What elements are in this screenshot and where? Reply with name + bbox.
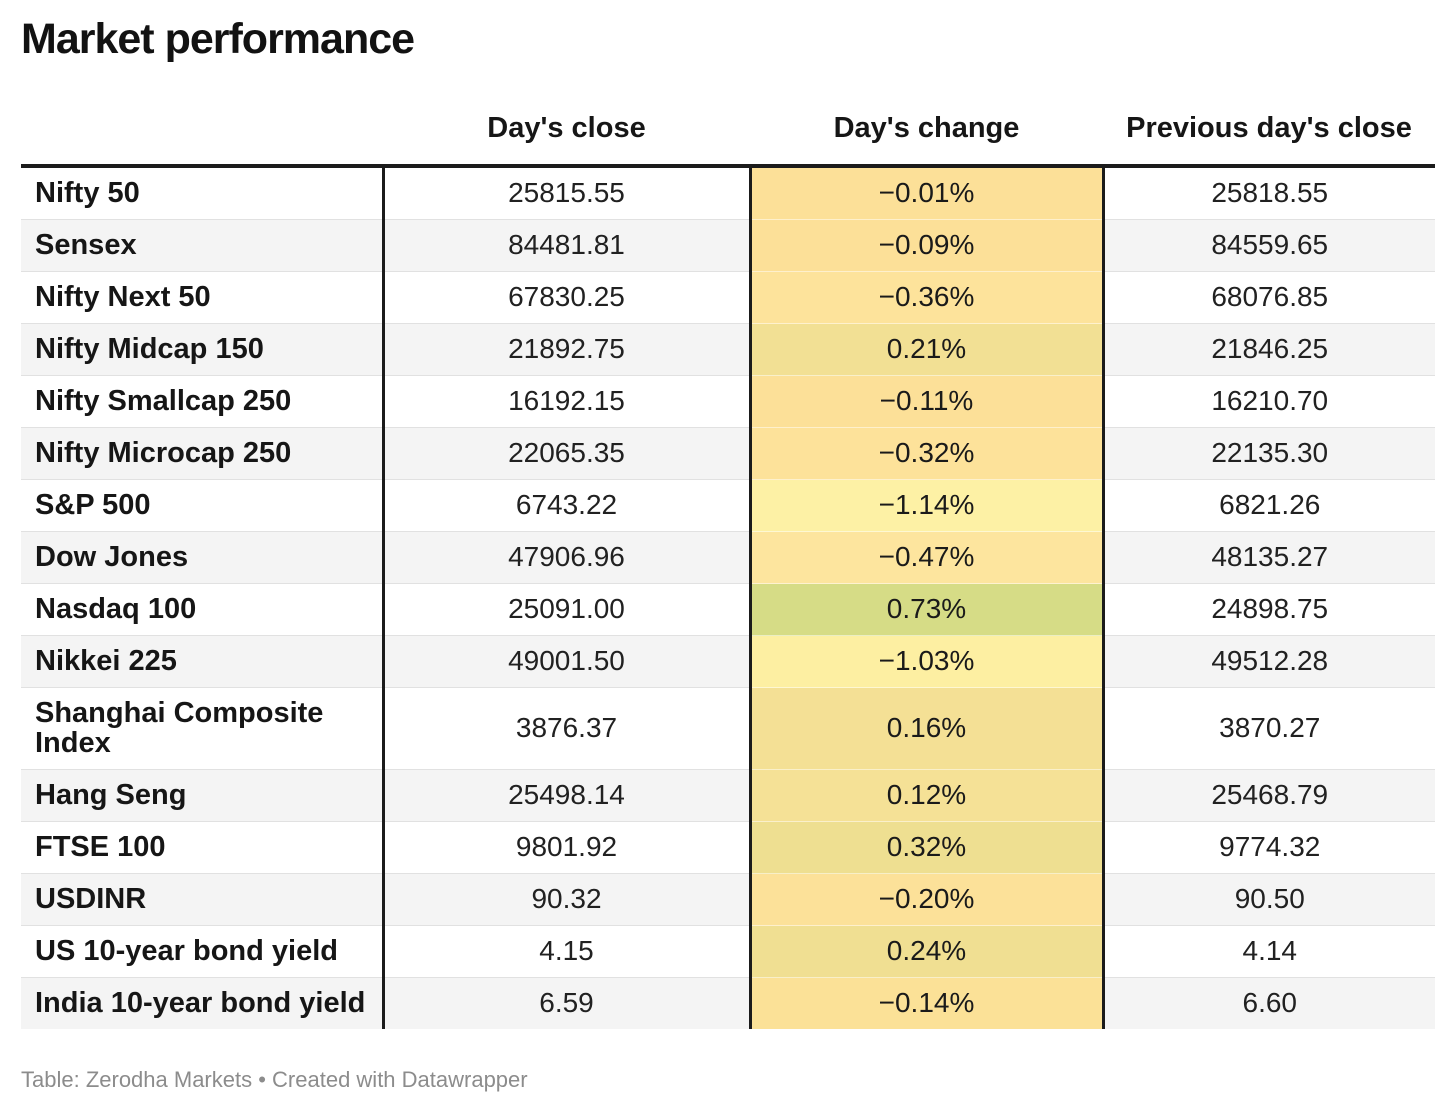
- datawrapper-table-page: Market performance Day's close Day's cha…: [0, 16, 1456, 1093]
- days-change-cell: 0.73%: [748, 583, 1103, 636]
- days-close-value: 47906.96: [381, 531, 750, 584]
- days-close-value: 3876.37: [381, 687, 750, 770]
- days-close-value: 25815.55: [381, 166, 750, 220]
- previous-close-value: 68076.85: [1101, 271, 1435, 324]
- table-row: Nifty Next 50 67830.25 −0.36% 68076.85: [21, 271, 1435, 324]
- table-row: USDINR 90.32 −0.20% 90.50: [21, 873, 1435, 926]
- days-close-value: 4.15: [381, 925, 750, 978]
- row-label: Sensex: [21, 219, 383, 272]
- row-label: Hang Seng: [21, 769, 383, 822]
- table-row: Nikkei 225 49001.50 −1.03% 49512.28: [21, 635, 1435, 688]
- row-label: Nifty Smallcap 250: [21, 375, 383, 428]
- days-close-value: 22065.35: [381, 427, 750, 480]
- days-close-value: 16192.15: [381, 375, 750, 428]
- table-row: Nifty Microcap 250 22065.35 −0.32% 22135.30: [21, 427, 1435, 480]
- previous-close-value: 22135.30: [1101, 427, 1435, 480]
- row-label: Nifty 50: [35, 177, 140, 209]
- row-label: Shanghai Composite Index: [21, 687, 383, 770]
- row-label: US 10-year bond yield: [21, 925, 383, 978]
- table-row: Sensex 84481.81 −0.09% 84559.65: [21, 219, 1435, 272]
- days-change-cell: −0.11%: [748, 375, 1103, 428]
- days-change-cell: −0.09%: [748, 219, 1103, 272]
- previous-close-value: 84559.65: [1101, 219, 1435, 272]
- footer-credit: Table: Zerodha Markets • Created with Da…: [21, 1067, 528, 1092]
- table-body: Nifty 50 25815.55 −0.01% 25818.55 Sensex 8448…: [21, 166, 1435, 1029]
- previous-close-value: 25468.79: [1101, 769, 1435, 822]
- previous-close-value: 3870.27: [1101, 687, 1435, 770]
- table-row: India 10-year bond yield 6.59 −0.14% 6.60: [21, 977, 1435, 1029]
- column-header-days-change: Day's change: [750, 112, 1103, 168]
- table-row: Nifty Smallcap 250 16192.15 −0.11% 16210.70: [21, 375, 1435, 428]
- previous-close-value: 6821.26: [1101, 479, 1435, 532]
- row-label: Nifty Microcap 250: [21, 427, 383, 480]
- days-change-cell: −0.01%: [748, 166, 1103, 220]
- table-row: Dow Jones 47906.96 −0.47% 48135.27: [21, 531, 1435, 584]
- days-close-value: 67830.25: [381, 271, 750, 324]
- previous-close-value: 16210.70: [1101, 375, 1435, 428]
- days-change-cell: −0.20%: [748, 873, 1103, 926]
- table-row: Nifty Midcap 150 21892.75 0.21% 21846.25: [21, 323, 1435, 376]
- days-change-cell: −1.03%: [748, 635, 1103, 688]
- header-row: Day's close Day's change Previous day's …: [21, 112, 1435, 168]
- days-change-cell: 0.16%: [748, 687, 1103, 770]
- table-row: FTSE 100 9801.92 0.32% 9774.32: [21, 821, 1435, 874]
- row-label: FTSE 100: [21, 821, 383, 874]
- days-change-cell: −0.32%: [748, 427, 1103, 480]
- row-label: Nifty Midcap 150: [21, 323, 383, 376]
- previous-close-value: 6.60: [1101, 977, 1435, 1029]
- previous-close-value: 9774.32: [1101, 821, 1435, 874]
- days-change-cell: −0.14%: [748, 977, 1103, 1029]
- table-row: US 10-year bond yield 4.15 0.24% 4.14: [21, 925, 1435, 978]
- previous-close-value: 90.50: [1101, 873, 1435, 926]
- column-header-previous-days-close: Previous day's close: [1103, 112, 1435, 168]
- table-row: S&P 500 6743.22 −1.14% 6821.26: [21, 479, 1435, 532]
- days-close-value: 6.59: [381, 977, 750, 1029]
- previous-close-value: 21846.25: [1101, 323, 1435, 376]
- row-label: USDINR: [21, 873, 383, 926]
- previous-close-value: 24898.75: [1101, 583, 1435, 636]
- days-change-cell: −0.36%: [748, 271, 1103, 324]
- previous-close-value: 25818.55: [1101, 166, 1435, 220]
- row-label: S&P 500: [21, 479, 383, 532]
- table-row: Nasdaq 100 25091.00 0.73% 24898.75: [21, 583, 1435, 636]
- market-performance-table: Day's close Day's change Previous day's …: [21, 112, 1435, 1029]
- previous-close-value: 4.14: [1101, 925, 1435, 978]
- days-close-value: 25091.00: [381, 583, 750, 636]
- column-header-days-close: Day's close: [383, 112, 750, 168]
- days-close-value: 6743.22: [381, 479, 750, 532]
- page-title: Market performance: [21, 15, 415, 63]
- row-label: Dow Jones: [21, 531, 383, 584]
- days-change-cell: −1.14%: [748, 479, 1103, 532]
- days-close-value: 49001.50: [381, 635, 750, 688]
- days-close-value: 90.32: [381, 873, 750, 926]
- days-change-cell: 0.32%: [748, 821, 1103, 874]
- days-change-cell: 0.12%: [748, 769, 1103, 822]
- row-label: Nikkei 225: [21, 635, 383, 688]
- days-close-value: 84481.81: [381, 219, 750, 272]
- row-label: India 10-year bond yield: [21, 977, 383, 1029]
- days-change-cell: 0.24%: [748, 925, 1103, 978]
- row-label: Nifty Next 50: [21, 271, 383, 324]
- days-close-value: 9801.92: [381, 821, 750, 874]
- table-row: Shanghai Composite Index 3876.37 0.16% 3870…: [21, 687, 1435, 770]
- table-row: Hang Seng 25498.14 0.12% 25468.79: [21, 769, 1435, 822]
- column-header-empty: [21, 112, 383, 168]
- table-row: Nifty 50 25815.55 −0.01% 25818.55: [21, 166, 1435, 220]
- previous-close-value: 49512.28: [1101, 635, 1435, 688]
- days-close-value: 21892.75: [381, 323, 750, 376]
- days-change-cell: −0.47%: [748, 531, 1103, 584]
- row-label: Nasdaq 100: [21, 583, 383, 636]
- days-change-cell: 0.21%: [748, 323, 1103, 376]
- days-close-value: 25498.14: [381, 769, 750, 822]
- previous-close-value: 48135.27: [1101, 531, 1435, 584]
